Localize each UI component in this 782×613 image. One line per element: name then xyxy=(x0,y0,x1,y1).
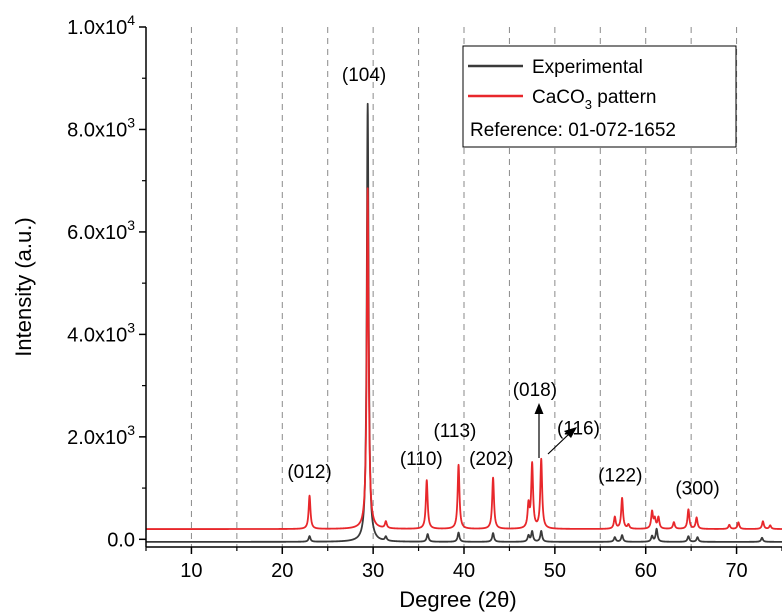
x-tick-label-30: 30 xyxy=(362,560,384,582)
x-tick-label-60: 60 xyxy=(635,560,657,582)
annotation-012: (012) xyxy=(287,462,331,483)
annotation-116: (116) xyxy=(557,418,600,439)
y-tick-exponent: 3 xyxy=(127,114,135,130)
x-tick-label-70: 70 xyxy=(725,560,747,582)
y-tick-mantissa: 1.0x10 xyxy=(67,17,127,39)
tick-labels: 10 20 30 40 50 60 700.02.0x1034.0x1036.0x1038.… xyxy=(67,12,748,582)
axes xyxy=(139,26,782,554)
annotation-113: (113) xyxy=(433,421,476,442)
arrow-018-head xyxy=(534,403,544,414)
x-tick-label-50: 50 xyxy=(544,560,566,582)
annotation-104: (104) xyxy=(342,65,386,86)
annotation-arrows xyxy=(534,403,577,458)
legend-reference-note: Reference: 01-072-1652 xyxy=(470,120,676,141)
series-lines xyxy=(145,102,782,543)
series-line-experimental xyxy=(145,102,782,543)
y-tick-label-10000: 1.0x104 xyxy=(67,12,135,39)
y-tick-exponent: 4 xyxy=(127,12,135,28)
annotation-018: (018) xyxy=(513,380,557,401)
y-tick-mantissa: 8.0x10 xyxy=(67,119,127,141)
y-tick-label-2000: 2.0x103 xyxy=(67,422,135,449)
arrow-116-shaft xyxy=(547,433,570,455)
legend-label-caco3: CaCO3 pattern xyxy=(532,87,656,112)
x-tick-label-40: 40 xyxy=(453,560,475,582)
annotation-202: (202) xyxy=(469,449,513,470)
legend-label-caco3-sub: 3 xyxy=(585,97,592,112)
y-tick-label-4000: 4.0x103 xyxy=(67,319,135,346)
x-tick-label-20: 20 xyxy=(271,560,293,582)
series-line-caco3 xyxy=(145,187,782,530)
legend-label-experimental: Experimental xyxy=(532,57,643,78)
annotation-122: (122) xyxy=(598,465,642,486)
x-axis-title: Degree (2θ) xyxy=(399,587,516,612)
y-tick-mantissa: 2.0x10 xyxy=(67,427,127,449)
y-tick-exponent: 3 xyxy=(127,319,135,335)
y-tick-mantissa: 4.0x10 xyxy=(67,324,127,346)
annotation-300: (300) xyxy=(675,479,719,500)
legend: Experimental CaCO3 pattern Reference: 01… xyxy=(462,45,737,148)
legend-label-caco3-main: CaCO xyxy=(532,87,585,108)
y-tick-label-0: 0.0 xyxy=(107,529,135,551)
y-tick-mantissa: 0.0 xyxy=(107,529,135,551)
y-tick-label-8000: 8.0x103 xyxy=(67,114,135,141)
arrow-116-head xyxy=(564,427,577,438)
annotation-110: (110) xyxy=(400,449,443,470)
peak-annotations: (012) (104) (110) (113) (202) (018)(116) (122)… xyxy=(287,65,719,500)
legend-label-caco3-rest: pattern xyxy=(592,87,656,108)
x-tick-label-10: 10 xyxy=(180,560,202,582)
y-tick-label-6000: 6.0x103 xyxy=(67,217,135,244)
y-axis-title: Intensity (a.u.) xyxy=(11,217,36,356)
y-tick-mantissa: 6.0x10 xyxy=(67,222,127,244)
gridlines xyxy=(190,27,738,547)
y-tick-exponent: 3 xyxy=(127,422,135,438)
y-tick-exponent: 3 xyxy=(127,217,135,233)
